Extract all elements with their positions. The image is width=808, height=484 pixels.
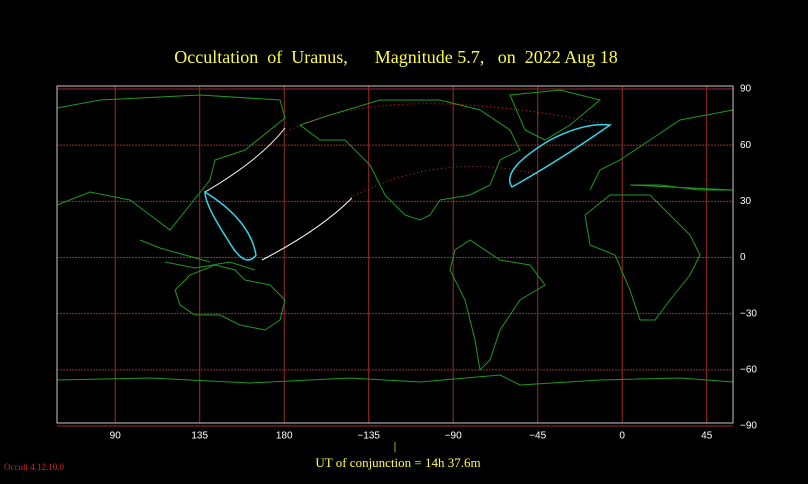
europe: [589, 109, 734, 191]
south-america: [449, 239, 546, 372]
x-tick-label: −45: [529, 431, 546, 442]
indonesia: [139, 239, 256, 271]
southern-limit: [349, 165, 541, 199]
x-tick-label: 135: [191, 431, 208, 442]
central-line-south: [261, 197, 353, 261]
y-tick-label: 90: [740, 84, 752, 95]
greenland: [509, 89, 602, 141]
title: Occultation of Uranus, Magnitude 5.7, on…: [174, 47, 617, 67]
antarctica: [56, 374, 734, 386]
y-tick-label: −90: [740, 421, 757, 432]
map-frame: [56, 85, 734, 424]
y-tick-label: 30: [740, 196, 752, 207]
asia: [56, 94, 286, 231]
y-tick-label: 0: [740, 252, 746, 263]
version: Occult 4.12.10.0: [4, 462, 64, 472]
x-tick-label: 90: [110, 431, 122, 442]
x-tick-label: 180: [276, 431, 293, 442]
conjunction-time: UT of conjunction = 14h 37.6m: [315, 455, 480, 470]
daylight-limit-east: [508, 123, 613, 188]
x-tick-label: 0: [619, 431, 625, 442]
x-tick-label: 45: [701, 431, 713, 442]
occultation-paths: [204, 103, 613, 261]
grid: [57, 86, 733, 427]
x-tick-label: −135: [357, 431, 380, 442]
north-america: [298, 99, 521, 221]
central-line-north: [204, 127, 286, 193]
africa: [584, 194, 701, 321]
australia: [174, 264, 286, 331]
daylight-limit-west: [204, 190, 257, 261]
y-tick-label: 60: [740, 140, 752, 151]
coastlines: [56, 89, 734, 386]
northern-limit: [289, 103, 611, 131]
y-tick-label: −30: [740, 308, 757, 319]
x-tick-label: −90: [445, 431, 462, 442]
conjunction-marker: |: [394, 439, 396, 453]
y-tick-label: −60: [740, 364, 757, 375]
